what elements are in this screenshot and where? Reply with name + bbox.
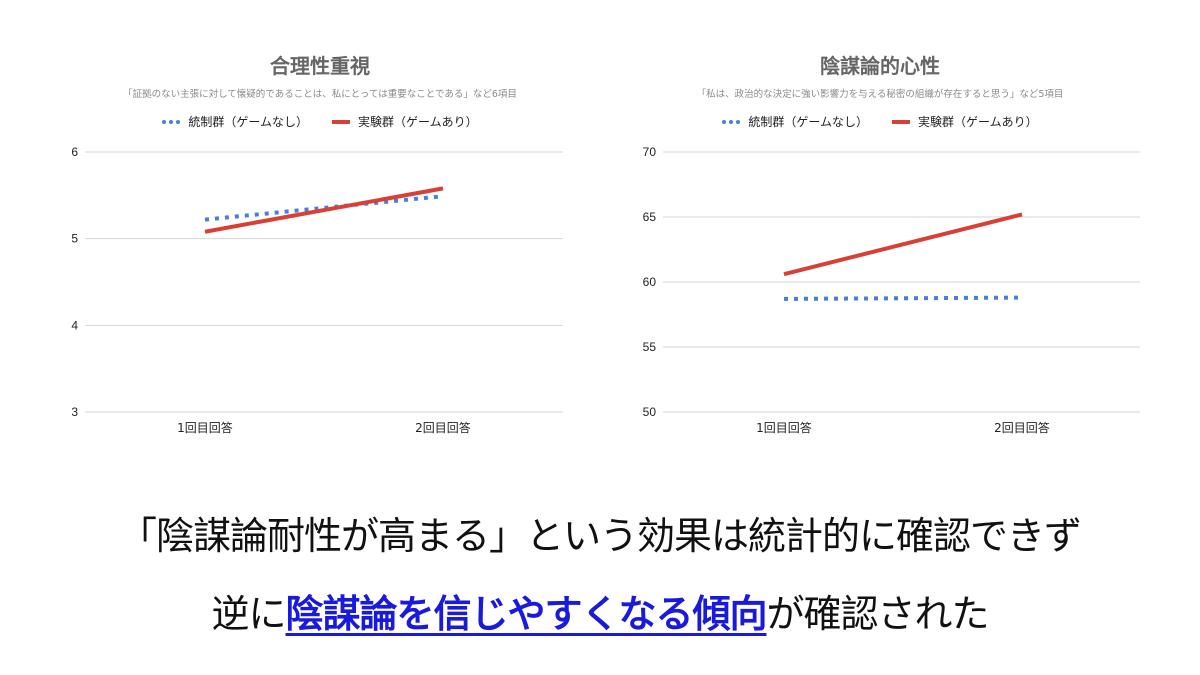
- chart-title: 陰謀論的心性: [820, 54, 940, 78]
- caption-line-1: 「陰謀論耐性が高まる」という効果は統計的に確認できず: [118, 514, 1082, 558]
- y-tick-label: 65: [643, 210, 657, 224]
- caption-highlight: 陰謀論を信じやすくなる傾向: [285, 591, 767, 636]
- solid-line-swatch-icon: [332, 119, 350, 124]
- legend: 統制群（ゲームなし） 実験群（ゲームあり）: [60, 113, 580, 130]
- chart-conspiracy-mentality: 陰謀論的心性 「私は、政治的な決定に強い影響力を与える秘密の組織が存在すると思う…: [620, 0, 1140, 440]
- legend-item-experimental: 実験群（ゲームあり）: [892, 113, 1038, 130]
- y-tick-label: 50: [643, 405, 657, 419]
- dotted-line-swatch-icon: [162, 119, 181, 124]
- y-tick-label: 3: [71, 405, 78, 419]
- y-tick-label: 60: [643, 275, 657, 289]
- y-tick-label: 6: [71, 145, 78, 159]
- caption-line-2: 逆に陰謀論を信じやすくなる傾向が確認された: [211, 591, 989, 636]
- chart-subtitle: 「私は、政治的な決定に強い影響力を与える秘密の組織が存在すると思う」など5項目: [696, 89, 1064, 100]
- solid-line-swatch-icon: [892, 119, 910, 124]
- x-tick-label: 2回目回答: [415, 420, 471, 435]
- y-tick-label: 4: [71, 318, 78, 332]
- chart-subtitle: 「証拠のない主張に対して懐疑的であることは、私にとっては重要なことである」など6…: [123, 89, 517, 100]
- x-tick-label: 1回目回答: [177, 420, 233, 435]
- chart-title: 合理性重視: [270, 54, 370, 78]
- legend: 統制群（ゲームなし） 実験群（ゲームあり）: [620, 113, 1140, 130]
- series-line-experimental: [783, 212, 1023, 277]
- y-tick-label: 5: [71, 232, 78, 246]
- x-tick-label: 1回目回答: [756, 420, 812, 435]
- series-line-control: [204, 194, 444, 222]
- chart-rationality: 合理性重視 「証拠のない主張に対して懐疑的であることは、私にとっては重要なことで…: [60, 0, 580, 440]
- plot-area: 3 4 5 6 1回目回答 2回目回答 50 55 60 65 70 1回目回答 2回目回答: [71, 145, 1140, 435]
- y-tick-label: 55: [643, 340, 657, 354]
- series-line-experimental: [204, 186, 444, 234]
- dotted-line-swatch-icon: [722, 119, 741, 124]
- x-tick-label: 2回目回答: [994, 420, 1050, 435]
- legend-item-control: 統制群（ゲームなし）: [722, 113, 868, 130]
- legend-item-experimental: 実験群（ゲームあり）: [332, 113, 478, 130]
- y-tick-label: 70: [643, 145, 657, 159]
- legend-item-control: 統制群（ゲームなし）: [162, 113, 308, 130]
- series-line-control: [783, 295, 1023, 301]
